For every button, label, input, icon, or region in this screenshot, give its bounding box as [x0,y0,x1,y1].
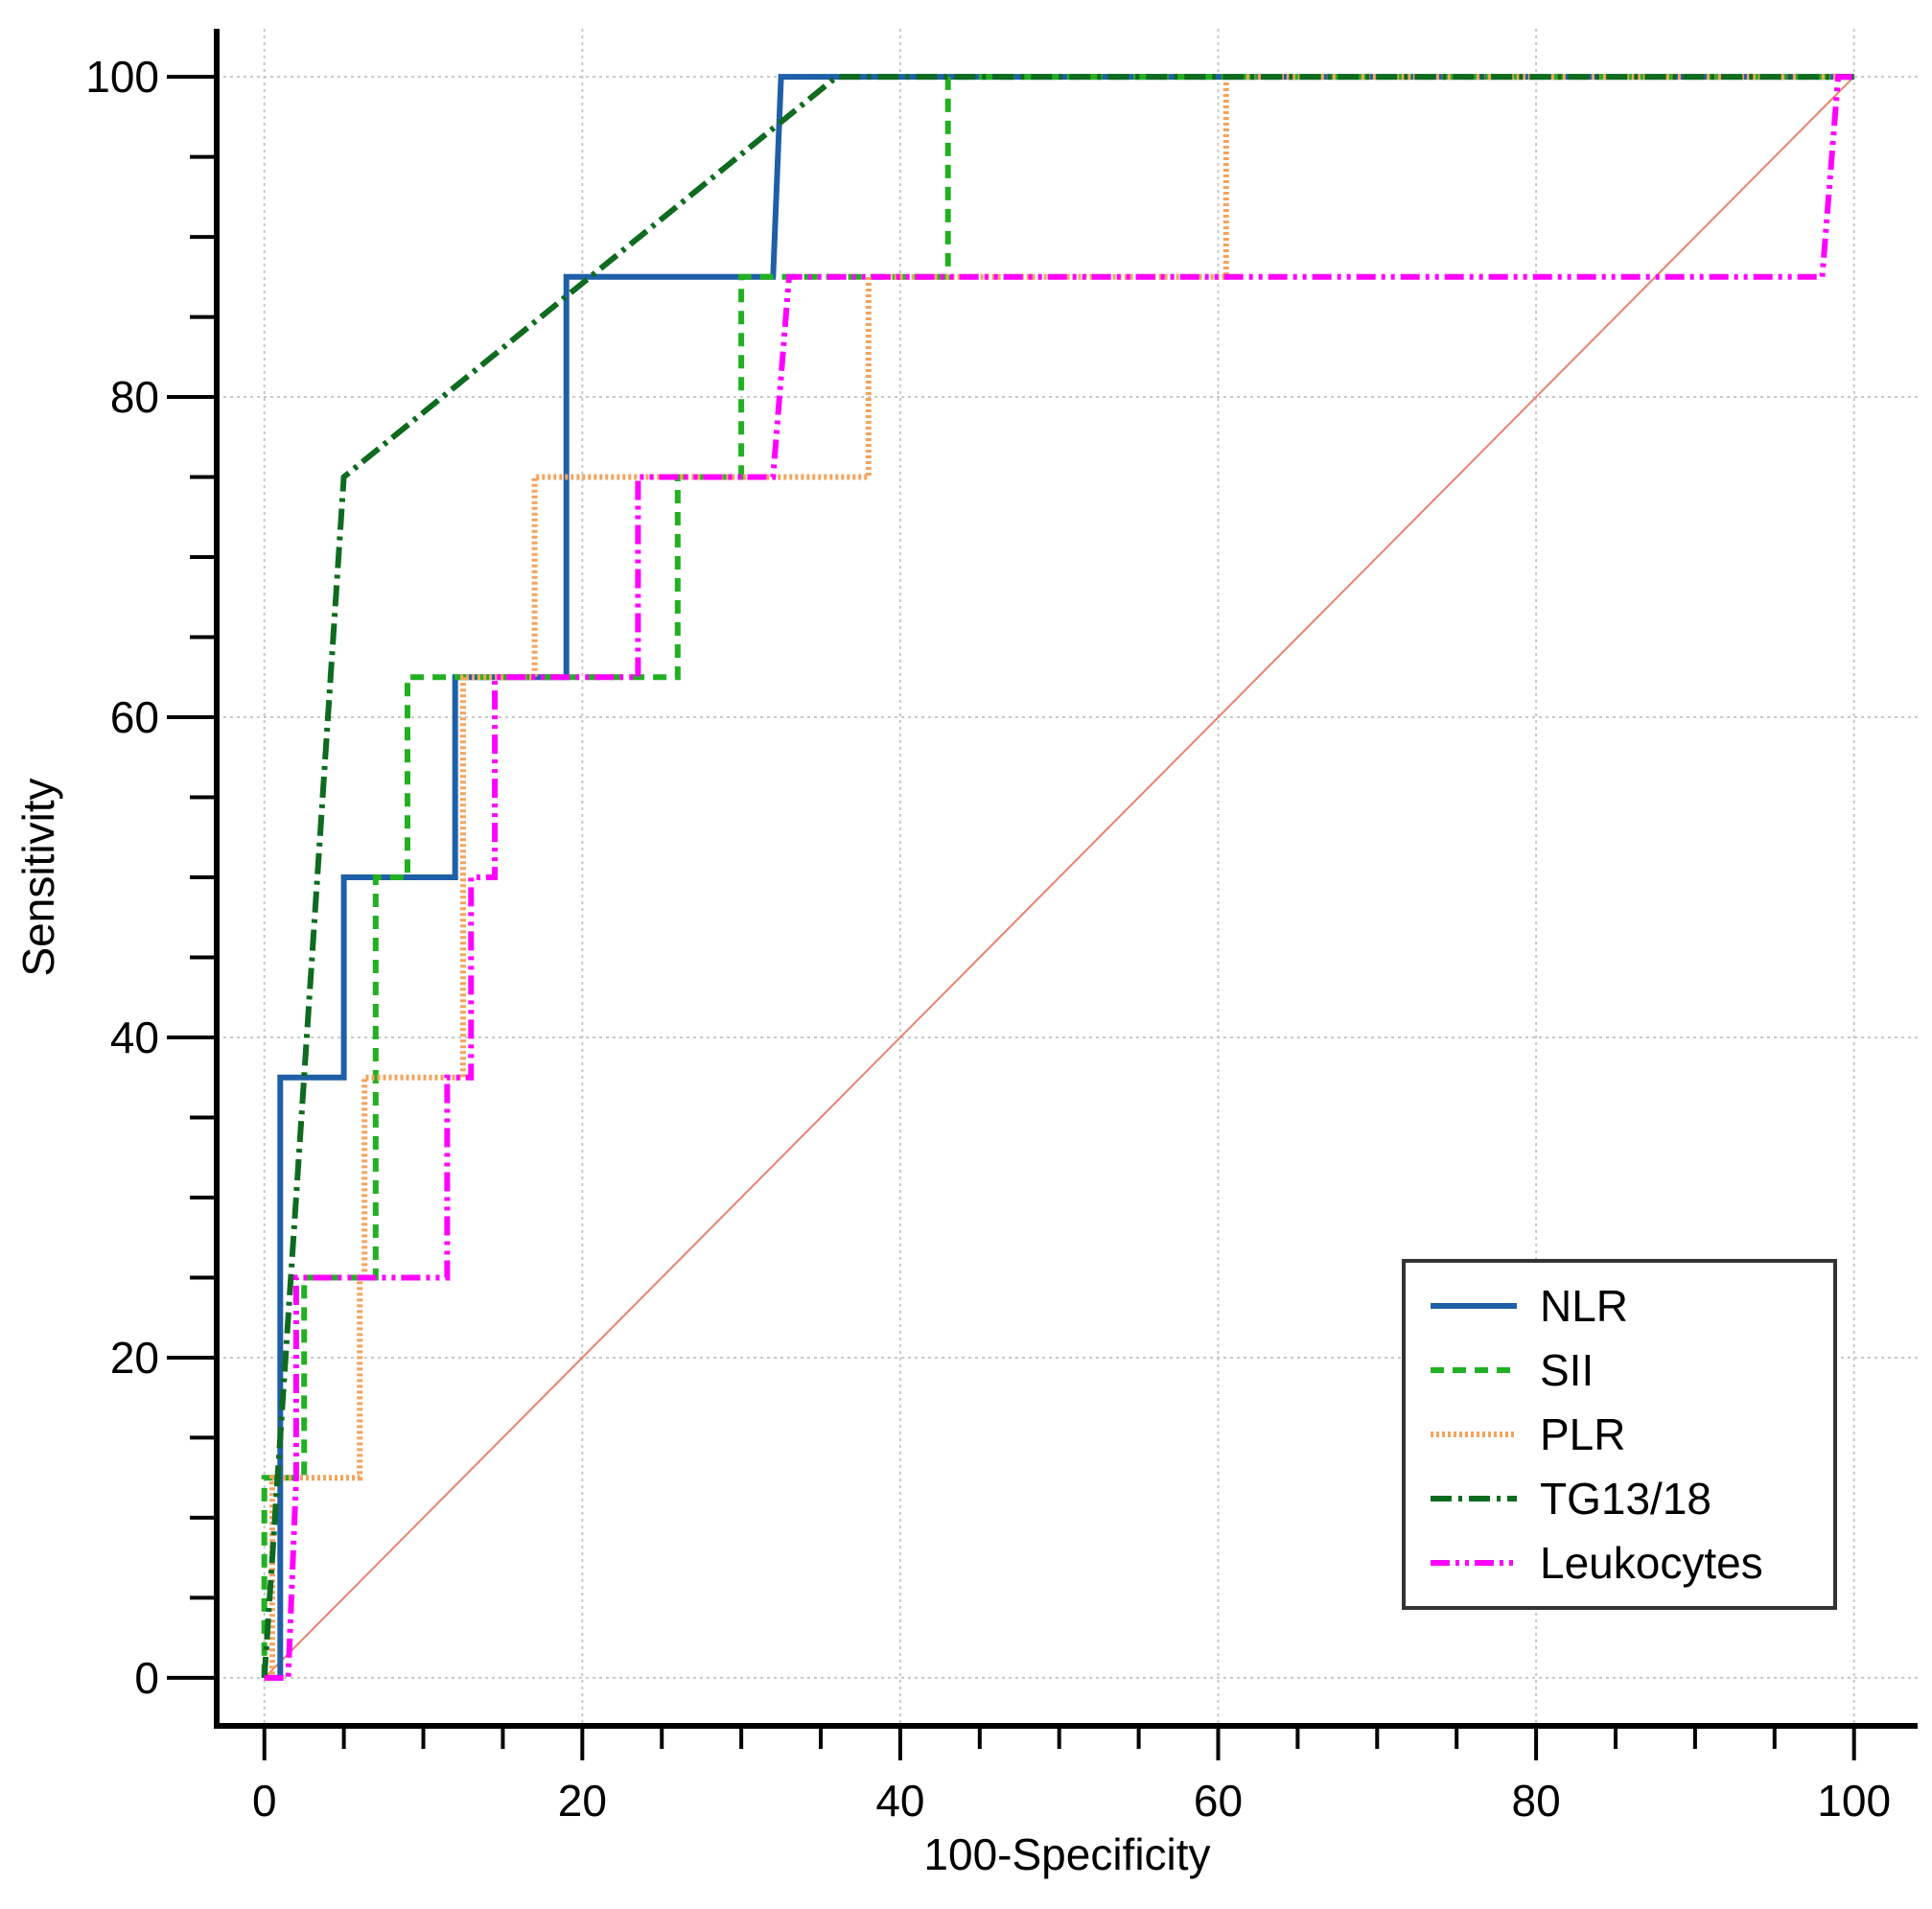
ticks: 0 20 40 60 80 100 0 20 40 60 80 100 [85,52,1891,1826]
reference-diagonal [264,76,1855,1679]
legend-label: NLR [1540,1281,1628,1331]
reference-line [264,76,1855,1679]
x-tick-label: 100 [1817,1776,1891,1826]
x-tick-label: 20 [558,1776,607,1826]
y-tick-label: 100 [85,52,159,102]
x-tick-label: 40 [875,1776,924,1826]
legend-label: SII [1540,1345,1594,1395]
series-line-nlr [264,74,1854,1681]
x-axis-title: 100-Specificity [923,1829,1210,1879]
legend-box [1402,1259,1837,1610]
legend-label: PLR [1540,1409,1625,1459]
series-line-tg13-18 [261,74,1854,1679]
y-tick-label: 40 [110,1013,159,1062]
x-tick-label: 0 [252,1776,277,1826]
x-tick-label: 80 [1512,1776,1561,1826]
y-tick-label: 20 [110,1333,159,1383]
series-lines [261,74,1854,1681]
legend-label: Leukocytes [1540,1538,1763,1588]
series-line-leukocytes [264,74,1854,1681]
y-tick-label: 0 [134,1653,159,1703]
y-tick-label: 80 [110,372,159,422]
y-axis-title: Sensitivity [13,778,63,976]
legend: NLR SII PLR TG13/18 Leukocytes [1402,1259,1837,1610]
legend-label: TG13/18 [1540,1474,1711,1524]
x-tick-label: 60 [1194,1776,1243,1826]
y-tick-label: 60 [110,692,159,742]
